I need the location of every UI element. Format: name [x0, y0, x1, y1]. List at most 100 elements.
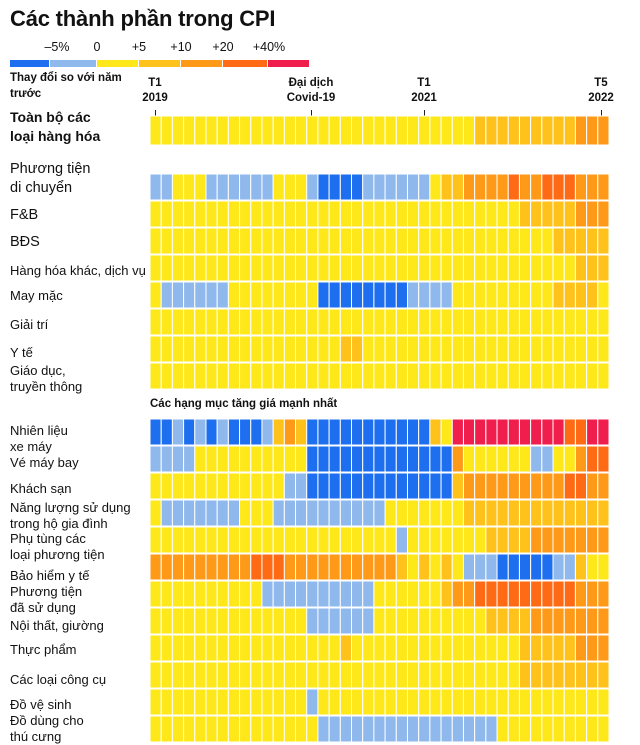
heatmap-cell — [250, 661, 263, 689]
heatmap-cell — [586, 115, 599, 146]
heatmap-cell — [205, 418, 218, 446]
heatmap-cell — [440, 661, 453, 689]
heatmap-cell — [406, 115, 420, 146]
heatmap-cell — [317, 227, 330, 255]
heatmap-cell — [451, 115, 464, 146]
heatmap-cell — [541, 499, 554, 527]
heatmap-cell — [205, 200, 218, 228]
heatmap-cell — [250, 526, 263, 554]
heatmap-cell — [272, 688, 285, 716]
heatmap-cell — [418, 200, 431, 228]
heatmap-cell — [272, 308, 285, 336]
heatmap-cell — [171, 418, 185, 446]
heatmap-cell — [418, 526, 431, 554]
heatmap-cell — [563, 418, 576, 446]
heatmap-cell — [474, 115, 487, 146]
heatmap-cell — [295, 227, 308, 255]
heatmap-cell — [418, 418, 431, 446]
heatmap-cell — [462, 715, 476, 743]
heatmap-cell — [160, 254, 173, 282]
heatmap-cell — [272, 200, 285, 228]
heatmap-cell — [418, 115, 431, 146]
heatmap-cell — [183, 661, 196, 689]
heatmap-cell — [496, 580, 509, 608]
heatmap-cell — [496, 254, 509, 282]
heatmap-cell — [171, 607, 185, 635]
heatmap-cell — [317, 362, 330, 390]
row-label: Phương tiện di chuyển — [10, 161, 91, 196]
heatmap-cell — [395, 308, 408, 336]
heatmap-cell — [339, 661, 353, 689]
heatmap-cell — [462, 173, 476, 201]
heatmap-cell — [239, 173, 252, 201]
heatmap-cell — [429, 526, 442, 554]
heatmap-cell — [171, 308, 185, 336]
heatmap-cell — [597, 335, 610, 363]
heatmap-cell — [362, 715, 375, 743]
heatmap-cell — [216, 526, 229, 554]
heatmap-cell — [328, 553, 341, 581]
heatmap-cell — [250, 715, 263, 743]
heatmap-cell — [149, 607, 162, 635]
heatmap-cell — [149, 200, 162, 228]
heatmap-cell — [574, 715, 588, 743]
heatmap-cell — [171, 499, 185, 527]
heatmap-cell — [451, 580, 464, 608]
heatmap-cell — [485, 688, 498, 716]
heatmap-cell — [563, 580, 576, 608]
heatmap-cell — [160, 472, 173, 500]
heatmap-cell — [171, 115, 185, 146]
heatmap-cell — [518, 607, 532, 635]
heatmap-cell — [239, 661, 252, 689]
heatmap-cell — [239, 200, 252, 228]
heatmap-cell — [339, 580, 353, 608]
heatmap-cell — [239, 472, 252, 500]
heatmap-cell — [183, 281, 196, 309]
heatmap-cell — [541, 308, 554, 336]
heatmap-cell — [351, 115, 364, 146]
heatmap-cell — [194, 281, 207, 309]
heatmap-cell — [496, 499, 509, 527]
heatmap-cell — [227, 526, 241, 554]
heatmap-cell — [295, 362, 308, 390]
row-label: May mặc — [10, 288, 63, 303]
heatmap-cell — [496, 553, 509, 581]
heatmap-cell — [530, 688, 543, 716]
heatmap-cell — [418, 362, 431, 390]
heatmap-cell — [507, 634, 520, 662]
heatmap-cell — [283, 526, 297, 554]
heatmap-cell — [317, 173, 330, 201]
heatmap-cell — [451, 607, 464, 635]
heatmap-cell — [351, 362, 364, 390]
heatmap-cell — [474, 173, 487, 201]
heatmap-cell — [418, 472, 431, 500]
heatmap-cell — [429, 335, 442, 363]
heatmap-cell — [485, 227, 498, 255]
heatmap-cell — [563, 634, 576, 662]
heatmap-cell — [328, 362, 341, 390]
heatmap-cell — [295, 200, 308, 228]
heatmap-cell — [406, 308, 420, 336]
heatmap-cell — [149, 281, 162, 309]
heatmap-cell — [507, 715, 520, 743]
heatmap-cell — [306, 254, 319, 282]
heatmap-cell — [250, 499, 263, 527]
heatmap-cell — [507, 362, 520, 390]
heatmap-cell — [496, 200, 509, 228]
heatmap-cell — [530, 362, 543, 390]
heatmap-cell — [563, 227, 576, 255]
heatmap-cell — [462, 607, 476, 635]
heatmap-cell — [216, 580, 229, 608]
heatmap-cell — [451, 308, 464, 336]
heatmap-cell — [496, 661, 509, 689]
heatmap-cell — [440, 472, 453, 500]
heatmap-cell — [171, 362, 185, 390]
heatmap-cell — [485, 499, 498, 527]
heatmap-cell — [205, 445, 218, 473]
heatmap-cell — [429, 281, 442, 309]
heatmap-cell — [507, 526, 520, 554]
heatmap-cell — [149, 418, 162, 446]
heatmap-cell — [597, 607, 610, 635]
heatmap-cell — [227, 227, 241, 255]
heatmap-cell — [351, 200, 364, 228]
